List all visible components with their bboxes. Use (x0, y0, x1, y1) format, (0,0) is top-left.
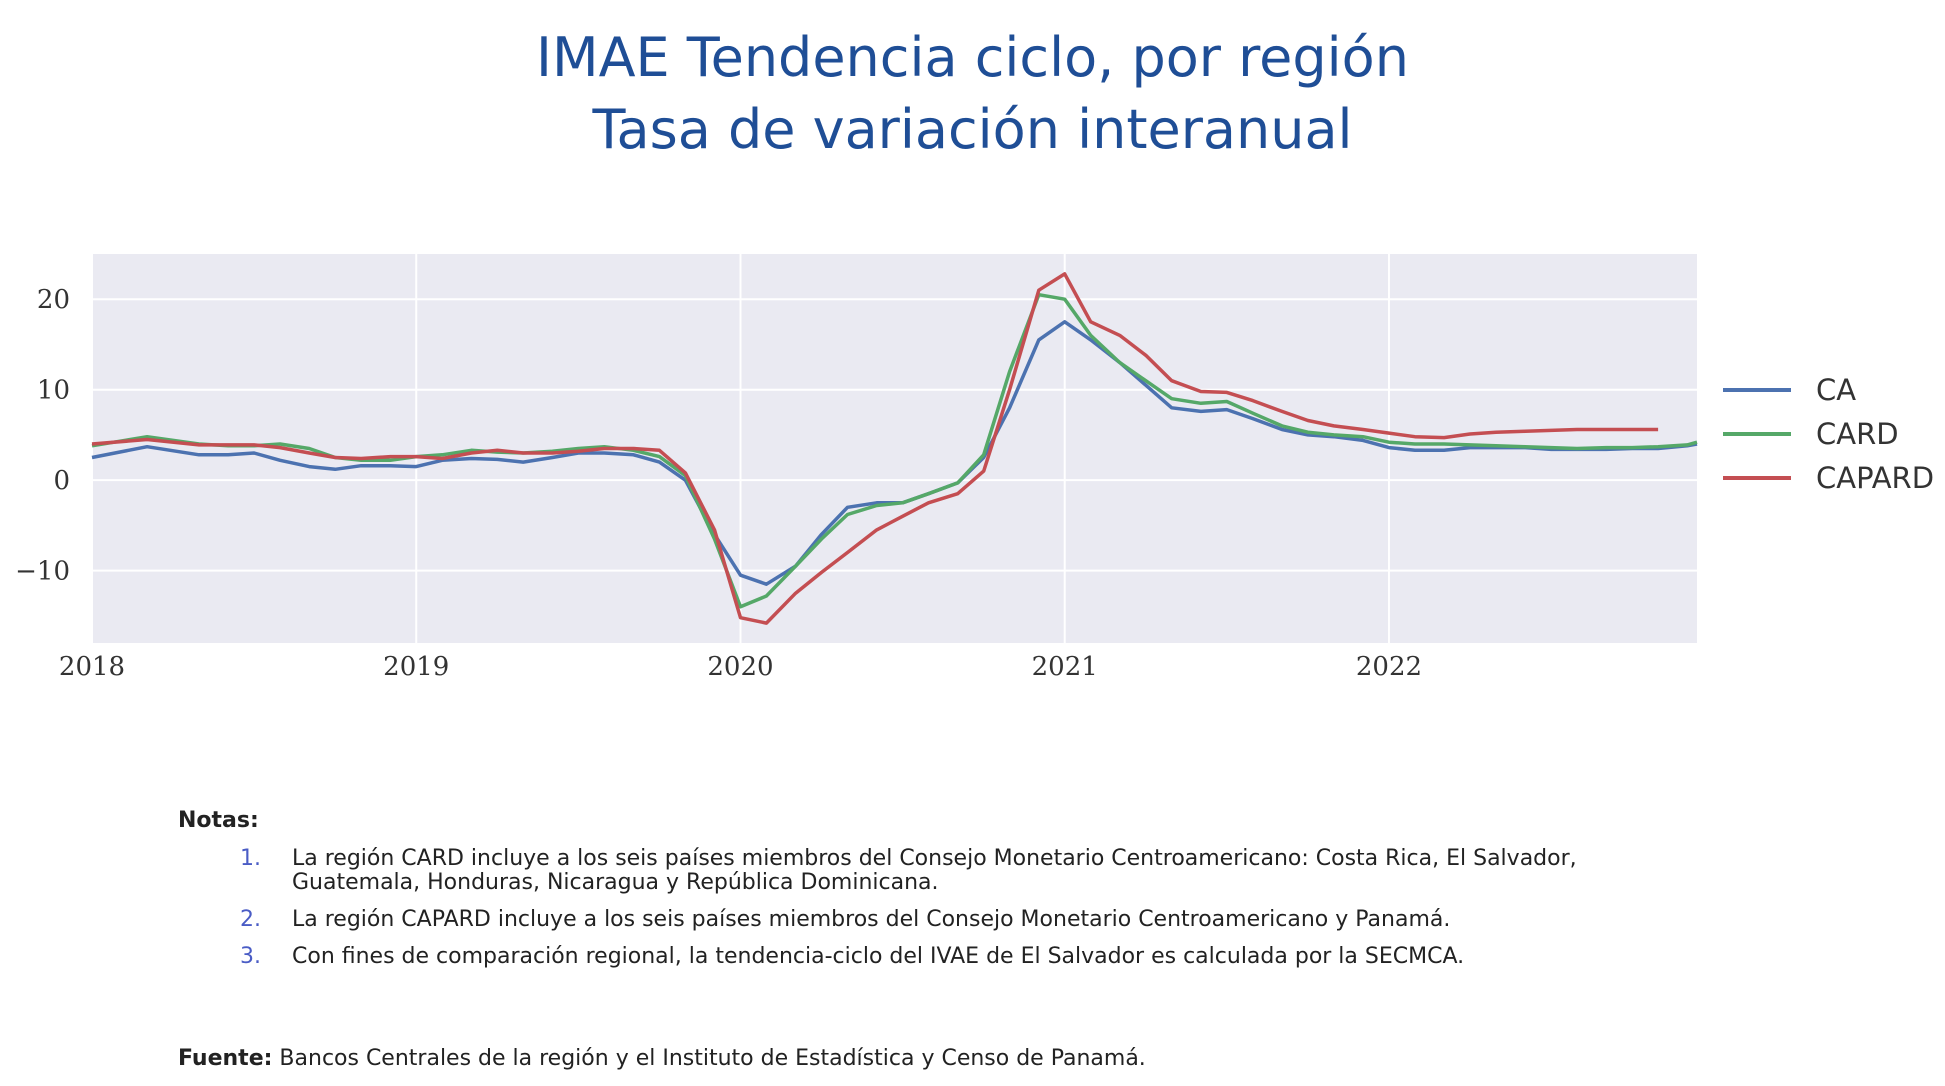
y-tick-label: 20 (37, 285, 70, 315)
x-tick-label: 2020 (707, 652, 773, 682)
note-item: 2. La región CAPARD incluye a los seis p… (240, 908, 1678, 932)
chart-subtitle: Tasa de variación interanual (592, 98, 1353, 161)
legend-label: CAPARD (1816, 461, 1934, 495)
notes-heading: Notas: (178, 808, 259, 833)
notes-section: Notas: 1. La región CARD incluye a los s… (178, 808, 1678, 982)
legend-label: CA (1816, 373, 1856, 407)
x-tick-label: 2022 (1356, 652, 1422, 682)
y-tick-label: 0 (53, 466, 70, 496)
line-chart: 20 10 0 −10 2018 2019 2020 2021 2022 CA CARD CAPA… (15, 254, 1934, 682)
chart-title: IMAE Tendencia ciclo, por región (536, 26, 1409, 89)
note-text: Con fines de comparación regional, la te… (292, 944, 1465, 969)
plot-area (92, 254, 1697, 643)
x-axis: 2018 2019 2020 2021 2022 (59, 652, 1422, 682)
note-item: 1. La región CARD incluye a los seis paí… (240, 847, 1678, 895)
note-text: La región CARD incluye a los seis países… (292, 846, 1577, 895)
y-tick-label: 10 (37, 376, 70, 406)
y-tick-label: −10 (15, 557, 70, 587)
grid-lines (91, 254, 1697, 643)
note-number: 1. (240, 846, 261, 871)
legend: CA CARD CAPARD (1723, 373, 1934, 495)
x-tick-label: 2021 (1032, 652, 1098, 682)
series-lines (91, 272, 1698, 625)
source-text: Bancos Centrales de la región y el Insti… (279, 1046, 1146, 1071)
note-item: 3. Con fines de comparación regional, la… (240, 945, 1678, 969)
legend-label: CARD (1816, 417, 1899, 451)
note-text: La región CAPARD incluye a los seis país… (292, 907, 1451, 932)
chart-title-block: IMAE Tendencia ciclo, por región Tasa de… (0, 22, 1945, 166)
source-label: Fuente: (178, 1046, 273, 1071)
x-tick-label: 2018 (59, 652, 125, 682)
x-tick-label: 2019 (383, 652, 449, 682)
note-number: 3. (240, 944, 261, 969)
y-axis: 20 10 0 −10 (15, 285, 70, 586)
series-line-capard (91, 272, 1659, 625)
source-line: Fuente: Bancos Centrales de la región y … (178, 1046, 1146, 1071)
note-number: 2. (240, 907, 261, 932)
